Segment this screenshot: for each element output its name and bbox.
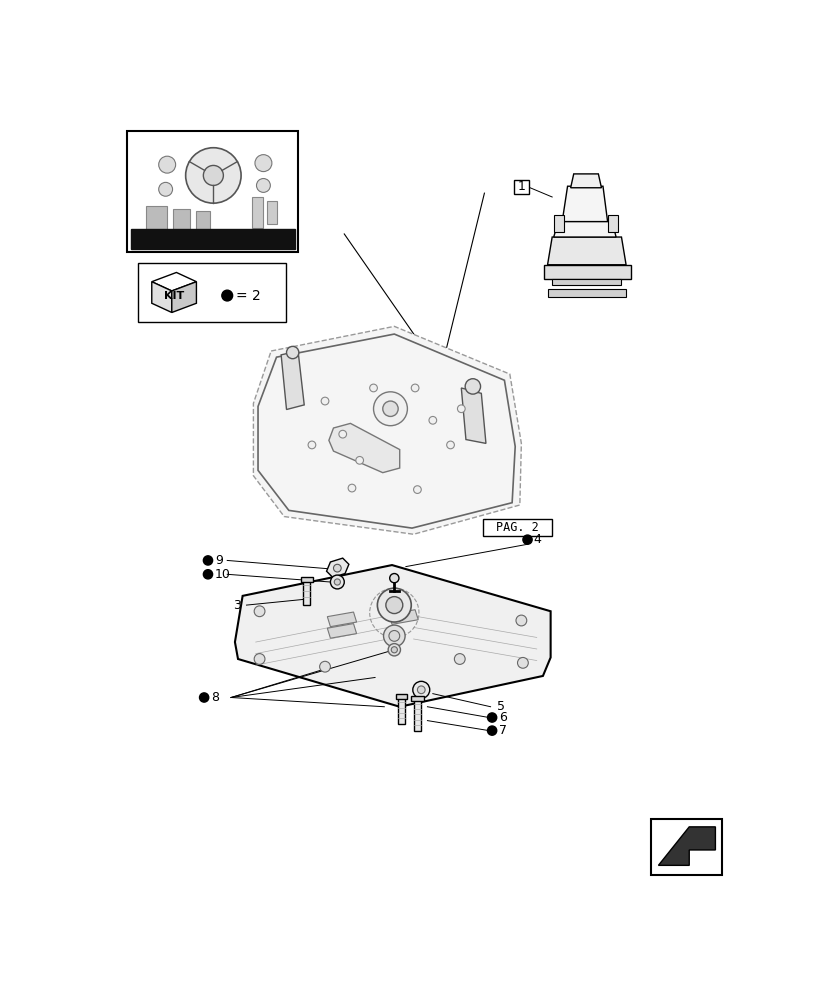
Text: PAG. 2: PAG. 2 [495, 521, 538, 534]
Text: 8: 8 [211, 691, 219, 704]
Circle shape [517, 657, 528, 668]
Polygon shape [327, 624, 356, 638]
Circle shape [159, 182, 172, 196]
Bar [395, 694, 407, 699]
Polygon shape [327, 612, 356, 627]
Polygon shape [547, 237, 625, 265]
Circle shape [377, 588, 411, 622]
Circle shape [338, 430, 347, 438]
Polygon shape [328, 423, 399, 473]
Circle shape [203, 570, 213, 579]
Circle shape [321, 397, 328, 405]
Circle shape [413, 486, 421, 493]
Circle shape [308, 441, 315, 449]
Bar [482, 519, 552, 536]
Circle shape [385, 597, 402, 614]
Circle shape [255, 155, 271, 172]
Polygon shape [570, 174, 600, 188]
Text: 7: 7 [499, 724, 506, 737]
Circle shape [457, 405, 465, 413]
Circle shape [388, 644, 400, 656]
Circle shape [222, 290, 232, 301]
Text: 1: 1 [517, 180, 524, 193]
Bar [251, 197, 263, 228]
Polygon shape [151, 282, 171, 312]
Bar [173, 209, 190, 235]
Polygon shape [657, 827, 715, 865]
Circle shape [413, 681, 429, 698]
Circle shape [373, 392, 407, 426]
Circle shape [487, 726, 496, 735]
Text: 6: 6 [499, 711, 506, 724]
Circle shape [256, 179, 270, 192]
Bar [411, 696, 423, 701]
Circle shape [411, 384, 418, 392]
Circle shape [334, 579, 340, 585]
Circle shape [347, 484, 356, 492]
Polygon shape [461, 388, 485, 443]
Bar [607, 215, 617, 232]
Bar [138, 263, 285, 322]
Bar [544, 265, 630, 279]
Polygon shape [281, 351, 304, 410]
Polygon shape [562, 186, 607, 222]
Circle shape [159, 156, 175, 173]
Bar [146, 206, 167, 235]
Circle shape [319, 661, 330, 672]
Circle shape [428, 416, 436, 424]
Bar [267, 201, 276, 224]
Circle shape [286, 346, 299, 359]
Circle shape [465, 379, 480, 394]
Bar [553, 215, 563, 232]
Circle shape [203, 165, 223, 185]
Bar [131, 229, 294, 249]
Bar [547, 289, 625, 297]
Circle shape [185, 148, 241, 203]
Text: 4: 4 [533, 533, 541, 546]
Circle shape [254, 654, 265, 664]
Circle shape [333, 564, 341, 572]
Circle shape [417, 686, 424, 694]
Bar [398, 698, 404, 724]
Bar [196, 211, 210, 234]
Circle shape [199, 693, 208, 702]
Bar [552, 279, 621, 285]
Circle shape [369, 384, 377, 392]
Circle shape [389, 631, 399, 641]
Text: = 2: = 2 [237, 289, 261, 303]
Text: 5: 5 [496, 700, 504, 713]
Circle shape [254, 606, 265, 617]
Polygon shape [235, 565, 550, 707]
Circle shape [382, 401, 398, 416]
Circle shape [390, 574, 399, 583]
Circle shape [356, 456, 363, 464]
Bar [127, 131, 298, 252]
Polygon shape [553, 222, 615, 237]
Polygon shape [151, 272, 196, 291]
Circle shape [515, 615, 526, 626]
Bar [303, 580, 310, 605]
Bar [513, 180, 528, 194]
Circle shape [330, 575, 344, 589]
Circle shape [446, 441, 454, 449]
Bar [301, 577, 313, 582]
Circle shape [454, 654, 465, 664]
Circle shape [523, 535, 532, 544]
Circle shape [391, 647, 397, 653]
Bar [650, 819, 720, 875]
Text: 9: 9 [215, 554, 222, 567]
Text: KIT: KIT [164, 291, 184, 301]
Bar [413, 699, 421, 731]
Polygon shape [171, 282, 196, 312]
Circle shape [203, 556, 213, 565]
Text: 10: 10 [215, 568, 231, 581]
Polygon shape [253, 326, 521, 534]
Text: 3: 3 [232, 599, 240, 612]
Polygon shape [326, 558, 348, 577]
Circle shape [487, 713, 496, 722]
Polygon shape [389, 610, 418, 624]
Circle shape [383, 625, 404, 647]
